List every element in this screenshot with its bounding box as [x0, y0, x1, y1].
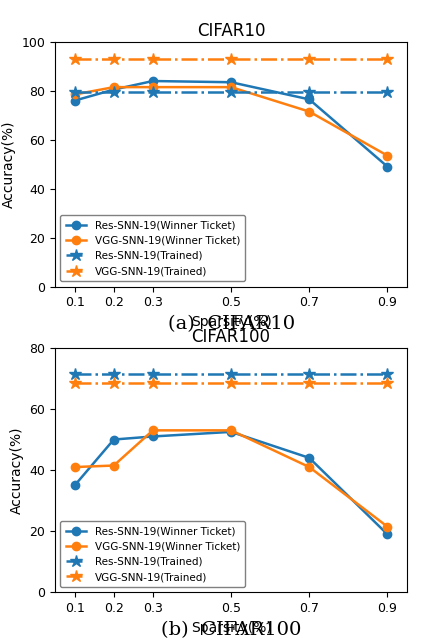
VGG-SNN-19(Winner Ticket): [111, 462, 116, 469]
Res-SNN-19(Winner Ticket): [307, 95, 312, 103]
VGG-SNN-19(Trained): [385, 379, 390, 387]
Y-axis label: Accuracy(%): Accuracy(%): [10, 426, 24, 514]
Res-SNN-19(Winner Ticket): [307, 454, 312, 462]
Line: VGG-SNN-19(Trained): VGG-SNN-19(Trained): [68, 377, 394, 389]
Y-axis label: Accuracy(%): Accuracy(%): [2, 120, 16, 208]
Res-SNN-19(Winner Ticket): [385, 163, 390, 171]
VGG-SNN-19(Trained): [151, 55, 156, 63]
Res-SNN-19(Winner Ticket): [229, 79, 234, 86]
Line: Res-SNN-19(Winner Ticket): Res-SNN-19(Winner Ticket): [70, 77, 392, 171]
VGG-SNN-19(Trained): [307, 379, 312, 387]
Title: CIFAR10: CIFAR10: [197, 23, 265, 41]
Res-SNN-19(Winner Ticket): [111, 86, 116, 93]
Text: (b)  CIFAR100: (b) CIFAR100: [161, 621, 301, 639]
VGG-SNN-19(Trained): [307, 55, 312, 63]
Line: VGG-SNN-19(Trained): VGG-SNN-19(Trained): [68, 53, 394, 65]
VGG-SNN-19(Winner Ticket): [307, 108, 312, 115]
VGG-SNN-19(Trained): [111, 55, 116, 63]
Res-SNN-19(Winner Ticket): [151, 77, 156, 85]
Res-SNN-19(Trained): [151, 88, 156, 96]
Line: Res-SNN-19(Trained): Res-SNN-19(Trained): [68, 86, 394, 99]
VGG-SNN-19(Trained): [72, 379, 77, 387]
Res-SNN-19(Trained): [72, 88, 77, 96]
Line: VGG-SNN-19(Winner Ticket): VGG-SNN-19(Winner Ticket): [70, 426, 392, 531]
Res-SNN-19(Trained): [111, 88, 116, 96]
VGG-SNN-19(Trained): [385, 55, 390, 63]
Res-SNN-19(Trained): [229, 370, 234, 377]
Res-SNN-19(Trained): [307, 88, 312, 96]
VGG-SNN-19(Winner Ticket): [229, 83, 234, 91]
Res-SNN-19(Winner Ticket): [72, 482, 77, 489]
VGG-SNN-19(Winner Ticket): [385, 523, 390, 531]
Text: (a)  CIFAR10: (a) CIFAR10: [167, 316, 295, 334]
VGG-SNN-19(Trained): [229, 55, 234, 63]
Title: CIFAR100: CIFAR100: [192, 328, 271, 346]
Res-SNN-19(Trained): [385, 370, 390, 377]
VGG-SNN-19(Trained): [151, 379, 156, 387]
Legend: Res-SNN-19(Winner Ticket), VGG-SNN-19(Winner Ticket), Res-SNN-19(Trained), VGG-S: Res-SNN-19(Winner Ticket), VGG-SNN-19(Wi…: [60, 215, 245, 281]
Line: Res-SNN-19(Trained): Res-SNN-19(Trained): [68, 368, 394, 380]
Res-SNN-19(Winner Ticket): [151, 433, 156, 440]
VGG-SNN-19(Winner Ticket): [151, 83, 156, 91]
X-axis label: Sparsity(%): Sparsity(%): [191, 621, 271, 635]
Res-SNN-19(Trained): [111, 370, 116, 377]
VGG-SNN-19(Winner Ticket): [72, 91, 77, 99]
VGG-SNN-19(Winner Ticket): [111, 83, 116, 91]
VGG-SNN-19(Trained): [229, 379, 234, 387]
Res-SNN-19(Winner Ticket): [111, 435, 116, 443]
Line: Res-SNN-19(Winner Ticket): Res-SNN-19(Winner Ticket): [70, 428, 392, 538]
Res-SNN-19(Trained): [229, 88, 234, 96]
Res-SNN-19(Trained): [72, 370, 77, 377]
VGG-SNN-19(Winner Ticket): [72, 463, 77, 471]
Res-SNN-19(Winner Ticket): [229, 428, 234, 436]
X-axis label: Sparsity(%): Sparsity(%): [191, 315, 271, 329]
Legend: Res-SNN-19(Winner Ticket), VGG-SNN-19(Winner Ticket), Res-SNN-19(Trained), VGG-S: Res-SNN-19(Winner Ticket), VGG-SNN-19(Wi…: [60, 521, 245, 587]
VGG-SNN-19(Winner Ticket): [229, 426, 234, 434]
Res-SNN-19(Winner Ticket): [72, 97, 77, 104]
Res-SNN-19(Winner Ticket): [385, 531, 390, 538]
VGG-SNN-19(Trained): [72, 55, 77, 63]
Res-SNN-19(Trained): [385, 88, 390, 96]
Line: VGG-SNN-19(Winner Ticket): VGG-SNN-19(Winner Ticket): [70, 83, 392, 160]
VGG-SNN-19(Winner Ticket): [385, 152, 390, 160]
VGG-SNN-19(Winner Ticket): [307, 463, 312, 471]
VGG-SNN-19(Winner Ticket): [151, 426, 156, 434]
Res-SNN-19(Trained): [151, 370, 156, 377]
Res-SNN-19(Trained): [307, 370, 312, 377]
VGG-SNN-19(Trained): [111, 379, 116, 387]
